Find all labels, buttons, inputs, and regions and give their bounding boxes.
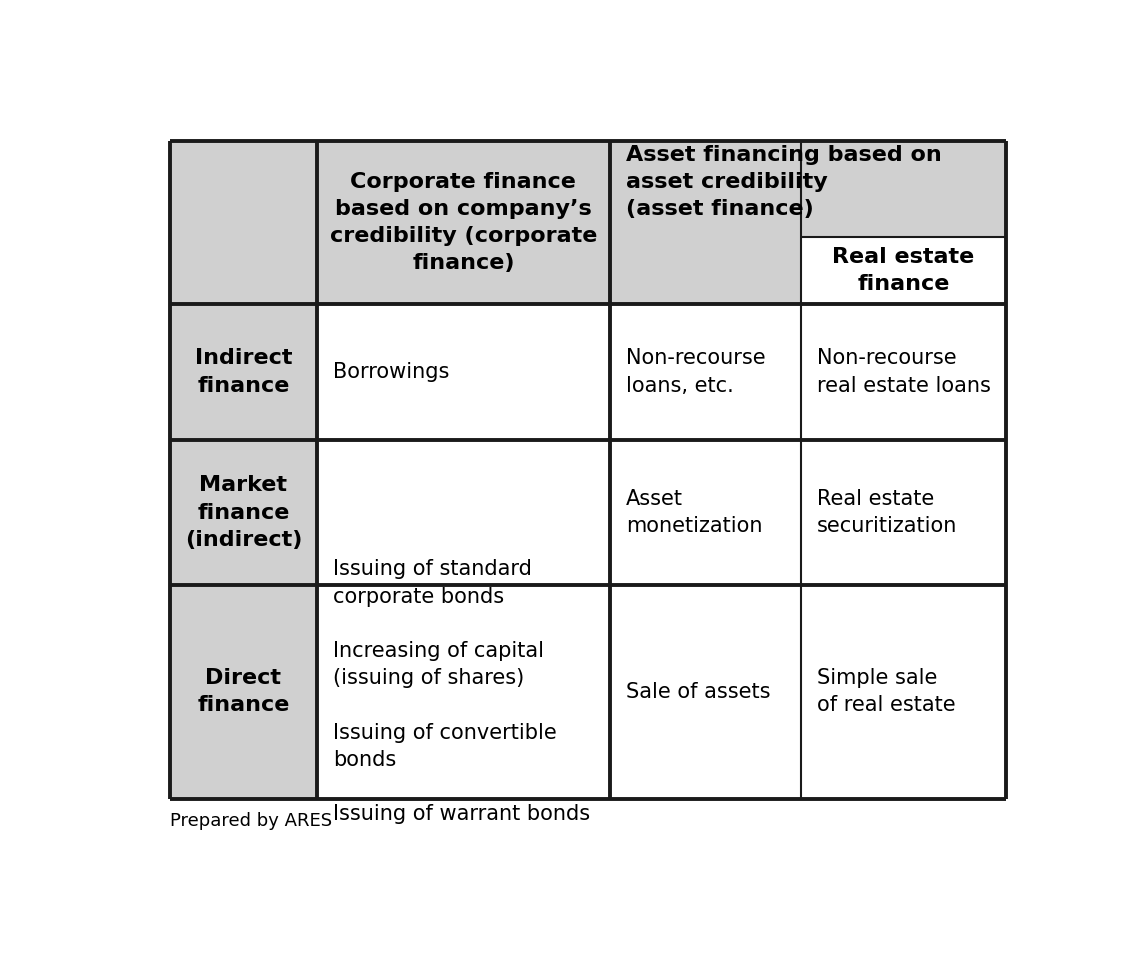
Text: Real estate
finance: Real estate finance <box>833 247 975 294</box>
Text: Prepared by ARES: Prepared by ARES <box>170 812 333 830</box>
Text: Asset
monetization: Asset monetization <box>626 489 763 536</box>
Text: Asset financing based on
asset credibility
(asset finance): Asset financing based on asset credibili… <box>626 145 942 219</box>
Text: Simple sale
of real estate: Simple sale of real estate <box>817 668 955 715</box>
Text: Indirect
finance: Indirect finance <box>195 348 292 396</box>
Text: Market
finance
(indirect): Market finance (indirect) <box>185 475 302 550</box>
Text: Direct
finance: Direct finance <box>197 668 289 715</box>
Bar <box>170 141 317 799</box>
Text: Borrowings: Borrowings <box>333 362 450 382</box>
Text: Non-recourse
real estate loans: Non-recourse real estate loans <box>817 348 991 396</box>
Bar <box>317 441 1006 585</box>
Text: Sale of assets: Sale of assets <box>626 682 771 702</box>
Bar <box>317 303 1006 441</box>
Text: Non-recourse
loans, etc.: Non-recourse loans, etc. <box>626 348 766 396</box>
Text: Issuing of standard
corporate bonds

Increasing of capital
(issuing of shares)

: Issuing of standard corporate bonds Incr… <box>333 560 590 825</box>
Text: Corporate finance
based on company’s
credibility (corporate
finance): Corporate finance based on company’s cre… <box>329 172 598 274</box>
Bar <box>317 585 1006 799</box>
Bar <box>317 141 1006 303</box>
Text: Real estate
securitization: Real estate securitization <box>817 489 958 536</box>
Bar <box>801 237 1006 303</box>
